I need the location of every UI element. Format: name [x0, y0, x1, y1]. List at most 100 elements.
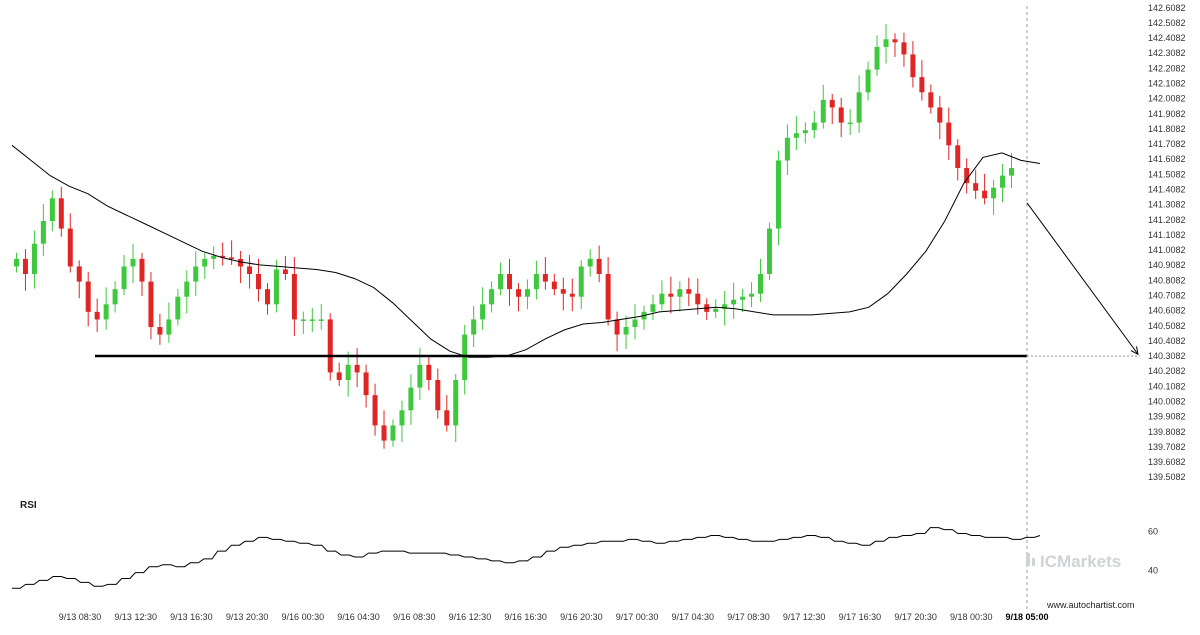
- price-tick-label: 142.4082: [1148, 33, 1186, 43]
- candle-up: [865, 69, 871, 93]
- time-tick-label: 9/17 12:30: [783, 612, 826, 622]
- rsi-title: RSI: [20, 500, 37, 511]
- candle-up: [1000, 175, 1006, 188]
- brand-logo-bar: [1026, 553, 1030, 566]
- candle-up: [471, 319, 477, 335]
- time-tick-label: 9/16 16:30: [504, 612, 547, 622]
- candle-up: [587, 258, 593, 267]
- rsi-tick-label: 60: [1148, 527, 1158, 537]
- watermark: www.autochartist.com: [1046, 600, 1135, 610]
- price-tick-label: 141.3082: [1148, 200, 1186, 210]
- candle-up: [112, 289, 118, 305]
- candle-up: [758, 274, 764, 294]
- price-tick-label: 142.6082: [1148, 3, 1186, 13]
- candle-down: [139, 258, 145, 282]
- time-axis: 9/13 08:30 9/13 12:30 9/13 16:30 9/13 20:30…: [59, 612, 1049, 622]
- candle-up: [345, 364, 351, 381]
- candle-down: [354, 364, 360, 373]
- price-tick-label: 139.8082: [1148, 427, 1186, 437]
- time-tick-label: 9/17 04:30: [671, 612, 714, 622]
- candle-down: [85, 281, 91, 312]
- candle-down: [435, 380, 441, 411]
- candle-up: [740, 296, 746, 300]
- candle-down: [901, 42, 907, 55]
- candle-up: [533, 274, 539, 290]
- overlays-layer: [95, 6, 1140, 612]
- price-tick-label: 142.2082: [1148, 63, 1186, 73]
- candle-down: [256, 274, 262, 290]
- price-tick-label: 142.3082: [1148, 48, 1186, 58]
- candle-up: [489, 289, 495, 305]
- price-tick-label: 140.0082: [1148, 396, 1186, 406]
- candle-up: [991, 187, 997, 199]
- time-tick-label: 9/17 08:30: [727, 612, 770, 622]
- candle-down: [614, 319, 620, 335]
- candle-up: [103, 304, 109, 320]
- candle-down: [363, 372, 369, 396]
- candle-up: [166, 319, 172, 335]
- time-tick-label: 9/17 16:30: [839, 612, 882, 622]
- candle-up: [31, 243, 37, 275]
- candle-up: [175, 296, 181, 320]
- time-tick-label: 9/17 00:30: [616, 612, 659, 622]
- candle-up: [677, 289, 683, 297]
- price-tick-label: 140.9082: [1148, 260, 1186, 270]
- time-tick-label: 9/13 08:30: [59, 612, 102, 622]
- candle-down: [264, 289, 270, 305]
- price-tick-label: 142.0082: [1148, 94, 1186, 104]
- candle-up: [874, 46, 880, 70]
- rsi-panel: RSI 60 40: [12, 500, 1158, 589]
- time-tick-label: 9/16 00:30: [282, 612, 325, 622]
- price-tick-label: 141.7082: [1148, 139, 1186, 149]
- brand-logo: ICMarkets: [1026, 552, 1121, 571]
- candle-up: [650, 304, 656, 312]
- price-tick-label: 139.6082: [1148, 457, 1186, 467]
- candle-down: [955, 145, 961, 169]
- price-tick-label: 141.1082: [1148, 230, 1186, 240]
- candle-up: [408, 387, 414, 411]
- candle-up: [820, 99, 826, 123]
- candle-down: [928, 92, 934, 108]
- candle-down: [838, 107, 844, 123]
- projection-arrow-line: [1026, 202, 1139, 355]
- candle-down: [67, 228, 73, 267]
- candle-down: [515, 289, 521, 297]
- candle-up: [578, 266, 584, 297]
- candle-up: [775, 160, 781, 229]
- candle-down: [542, 274, 548, 282]
- candles-layer: [13, 24, 1015, 449]
- candle-up: [498, 274, 504, 290]
- candle-up: [856, 92, 862, 123]
- time-tick-label: 9/16 04:30: [337, 612, 380, 622]
- moving-average-layer: [11, 144, 1041, 358]
- candle-down: [605, 274, 611, 320]
- candle-down: [22, 258, 28, 275]
- candle-down: [596, 258, 602, 275]
- candle-down: [148, 281, 154, 328]
- projection-arrow-head: [1130, 346, 1139, 356]
- candle-up: [793, 133, 799, 138]
- price-tick-label: 141.6082: [1148, 154, 1186, 164]
- candle-down: [937, 107, 943, 123]
- time-tick-label: 9/18 00:30: [950, 612, 993, 622]
- price-tick-label: 141.5082: [1148, 169, 1186, 179]
- price-tick-label: 139.5082: [1148, 472, 1186, 482]
- candle-up: [453, 380, 459, 426]
- candle-down: [247, 266, 253, 275]
- time-tick-label: 9/16 08:30: [393, 612, 436, 622]
- candle-up: [802, 130, 808, 134]
- candle-up: [659, 293, 665, 305]
- candle-up: [784, 137, 790, 161]
- time-tick-label: 9/13 12:30: [114, 612, 157, 622]
- candle-down: [229, 257, 235, 259]
- candle-down: [829, 99, 835, 108]
- candle-up: [722, 304, 728, 309]
- price-tick-label: 141.9082: [1148, 109, 1186, 119]
- candle-down: [892, 39, 898, 43]
- rsi-line: [12, 527, 1041, 589]
- candle-down: [291, 274, 297, 320]
- price-tick-label: 140.5082: [1148, 321, 1186, 331]
- price-tick-label: 141.2082: [1148, 215, 1186, 225]
